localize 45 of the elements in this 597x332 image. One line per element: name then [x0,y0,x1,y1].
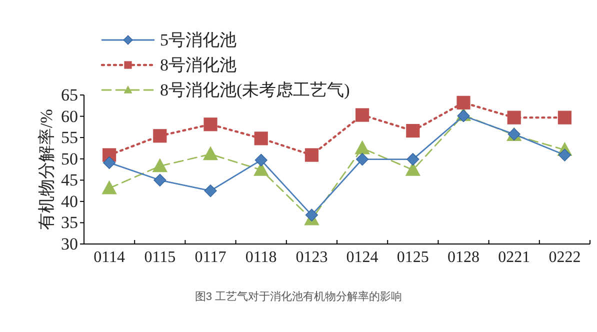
y-tick-label: 65 [61,86,78,104]
point [102,180,117,194]
x-tick-label: 0128 [448,249,480,266]
point [457,110,470,122]
point [507,110,521,124]
x-tick-label: 0114 [94,249,126,266]
point [103,156,116,169]
point [254,154,268,166]
x-tick-label: 0118 [245,249,277,266]
x-tick-label: 0123 [296,249,328,266]
y-tick-label: 40 [61,192,78,211]
x-tick-label: 0221 [498,249,530,266]
point [305,208,318,222]
point [204,118,218,132]
x-tick-label: 0125 [396,249,429,266]
point [154,174,166,186]
legend-label: 8号消化池(未考虑工艺气) [160,80,350,100]
point [356,152,369,166]
x-tick-label: 0124 [346,249,378,266]
y-tick-label: 45 [61,170,78,190]
legend-label: 8号消化池 [160,56,236,74]
point [406,152,420,166]
point [254,132,268,146]
point [558,110,572,124]
y-axis-title: 有机物分解率/% [37,109,56,230]
point [152,158,168,172]
point [354,140,370,154]
point [304,148,318,162]
point [153,129,167,143]
x-tick-label: 0117 [194,249,226,266]
caption: 图3 工艺气对于消化池有机物分解率的影响 [194,290,402,303]
x-tick-label: 0222 [548,249,581,266]
y-tick-label: 60 [61,106,78,126]
point [558,148,571,162]
x-tick-label: 0115 [144,249,176,266]
y-tick-label: 30 [61,234,78,254]
point [456,96,470,110]
legend-label: 5号消化池 [160,30,236,50]
y-tick-label: 50 [61,149,78,168]
point [202,146,218,160]
point [204,184,217,198]
y-tick-label: 55 [61,128,78,148]
point [406,124,420,138]
point [356,108,370,122]
y-tick-label: 35 [61,213,78,232]
